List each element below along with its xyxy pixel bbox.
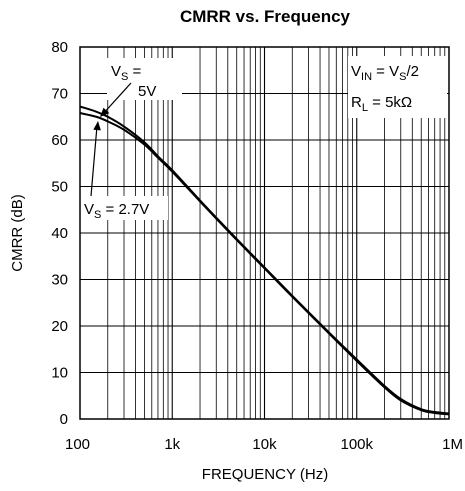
rl-symbol: R	[351, 94, 362, 111]
annotation-conditions-box	[348, 56, 447, 118]
x-tick-labels: 100 1k 10k 100k 1M	[65, 436, 463, 453]
annotation-vin: VIN = VS/2	[351, 63, 419, 83]
vs27-subscript: S	[94, 209, 101, 221]
annotation-rl: RL = 5kΩ	[351, 94, 412, 114]
vin-equals: = V	[372, 63, 399, 80]
vs5-subscript: S	[121, 71, 128, 83]
vs27-value: = 2.7V	[101, 201, 149, 218]
y-tick-label: 80	[51, 39, 68, 56]
annotation-vs5-value: 5V	[138, 83, 156, 100]
annotation-vs27-arrowhead	[93, 121, 101, 131]
y-tick-label: 60	[51, 132, 68, 149]
chart-title: CMRR vs. Frequency	[180, 7, 351, 26]
rl-subscript: L	[362, 102, 368, 114]
annotation-vs5-box	[107, 58, 182, 100]
y-tick-label: 40	[51, 225, 68, 242]
x-tick-label: 100k	[340, 436, 373, 453]
y-tick-labels: 0 10 20 30 40 50 60 70 80	[51, 39, 68, 428]
annotation-vs27-text: VS = 2.7V	[84, 201, 149, 221]
x-tick-label: 100	[65, 436, 90, 453]
y-tick-label: 0	[60, 411, 68, 428]
vin-vs-subscript: S	[399, 71, 406, 83]
annotation-vs5-line1: VS =	[111, 63, 142, 83]
x-tick-label: 1M	[442, 436, 463, 453]
y-tick-label: 50	[51, 179, 68, 196]
y-tick-label: 20	[51, 318, 68, 335]
x-tick-label: 1k	[164, 436, 180, 453]
plot-frame	[79, 46, 450, 420]
series-lines	[79, 105, 450, 416]
grid	[80, 47, 449, 419]
annotation-vs5-arrowhead	[100, 107, 110, 117]
y-tick-label: 70	[51, 86, 68, 103]
y-tick-label: 30	[51, 272, 68, 289]
annotation-vs27-box	[82, 196, 168, 220]
y-axis-label: CMRR (dB)	[9, 194, 26, 272]
series-line-vs-2-7v	[79, 112, 450, 416]
annotation-vs27-arrow	[90, 125, 98, 197]
vs27-symbol: V	[84, 201, 94, 218]
vin-subscript: IN	[361, 71, 372, 83]
vin-symbol: V	[351, 63, 361, 80]
x-tick-label: 10k	[252, 436, 277, 453]
x-axis-label: FREQUENCY (Hz)	[202, 466, 328, 483]
y-tick-label: 10	[51, 365, 68, 382]
vin-tail: /2	[406, 63, 419, 80]
annotation-vs5-arrow	[101, 82, 132, 116]
vs5-symbol: V	[111, 63, 121, 80]
vs5-equals: =	[128, 63, 141, 80]
rl-value: = 5kΩ	[368, 94, 412, 111]
